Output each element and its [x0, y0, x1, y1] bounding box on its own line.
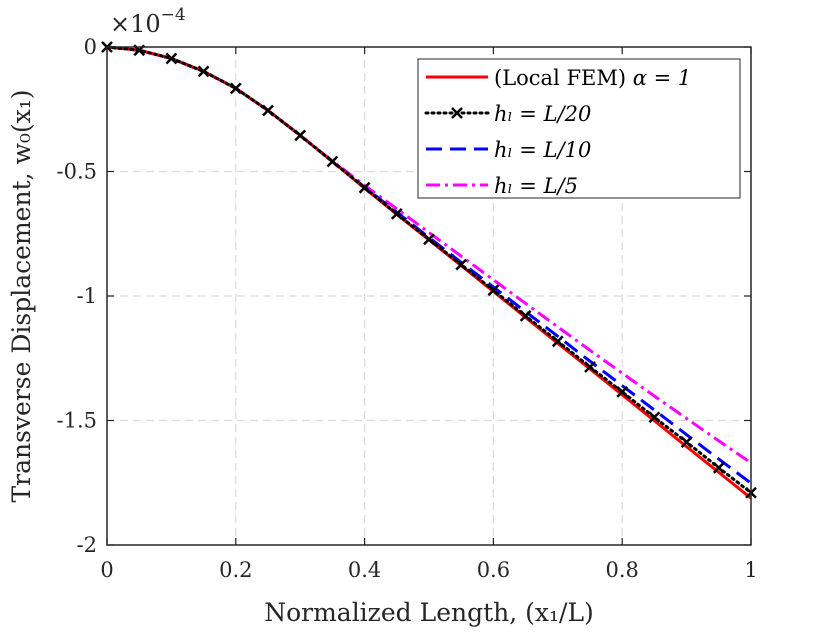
x-tick-label: 0.8 — [605, 558, 638, 582]
data-point-marker — [326, 155, 339, 168]
legend-label-math: hₗ = L/5 — [494, 174, 578, 198]
data-point-marker — [551, 335, 564, 348]
legend-label-math: α = 1 — [633, 66, 692, 90]
y-tick-label: -1.5 — [57, 409, 98, 433]
x-tick-label: 0.4 — [348, 558, 381, 582]
data-point-marker — [616, 385, 629, 398]
data-point-marker — [229, 82, 242, 95]
y-tick-label: -2 — [77, 533, 97, 557]
data-point-marker — [358, 181, 371, 194]
data-point-marker — [390, 207, 403, 220]
data-point-marker — [294, 129, 307, 142]
legend-label-0: (Local FEM) α = 1 — [494, 66, 691, 90]
legend-label-text: (Local FEM) — [494, 66, 633, 90]
x-tick-label: 1 — [744, 558, 757, 582]
y-tick-label: 0 — [84, 35, 97, 59]
data-point-marker — [455, 258, 468, 271]
legend-label-1: hₗ = L/20 — [494, 102, 591, 126]
x-tick-label: 0.2 — [219, 558, 252, 582]
data-point-marker — [197, 65, 210, 78]
data-point-marker — [519, 310, 532, 322]
data-point-marker — [680, 436, 693, 449]
data-point-marker — [648, 411, 661, 424]
legend: (Local FEM) α = 1 hₗ = L/20 hₗ = L/10 hₗ = … — [417, 58, 741, 199]
x-tick-label: 0.6 — [477, 558, 510, 582]
data-point-marker — [487, 284, 500, 297]
y-exponent-label: ×10−4 — [110, 5, 186, 38]
axis-ticks: 0 0.2 0.4 0.6 0.8 1 0 -0.5 -1 -1.5 -2 — [57, 35, 758, 582]
y-exponent-power: −4 — [161, 5, 186, 25]
x-axis-label: Normalized Length, (x₁/L) — [264, 598, 594, 627]
data-point-marker — [165, 52, 178, 65]
legend-label-2: hₗ = L/10 — [494, 138, 591, 162]
series-line-1 — [105, 45, 753, 495]
data-point-marker — [262, 104, 274, 117]
legend-marker — [451, 107, 463, 119]
data-point-marker — [423, 233, 435, 246]
data-point-marker — [584, 361, 596, 373]
x-tick-label: 0 — [100, 558, 113, 582]
legend-label-math: hₗ = L/20 — [494, 102, 591, 126]
series-line-2 — [106, 45, 752, 485]
y-axis-label: Transverse Displacement, w₀(x₁) — [7, 89, 36, 502]
legend-label-math: hₗ = L/10 — [494, 138, 591, 162]
y-tick-label: -1 — [77, 284, 97, 308]
legend-label-3: hₗ = L/5 — [494, 174, 578, 198]
y-tick-label: -0.5 — [57, 160, 98, 184]
legend-box — [417, 58, 741, 199]
data-point-marker — [712, 461, 725, 474]
y-exponent-base: ×10 — [110, 10, 161, 38]
